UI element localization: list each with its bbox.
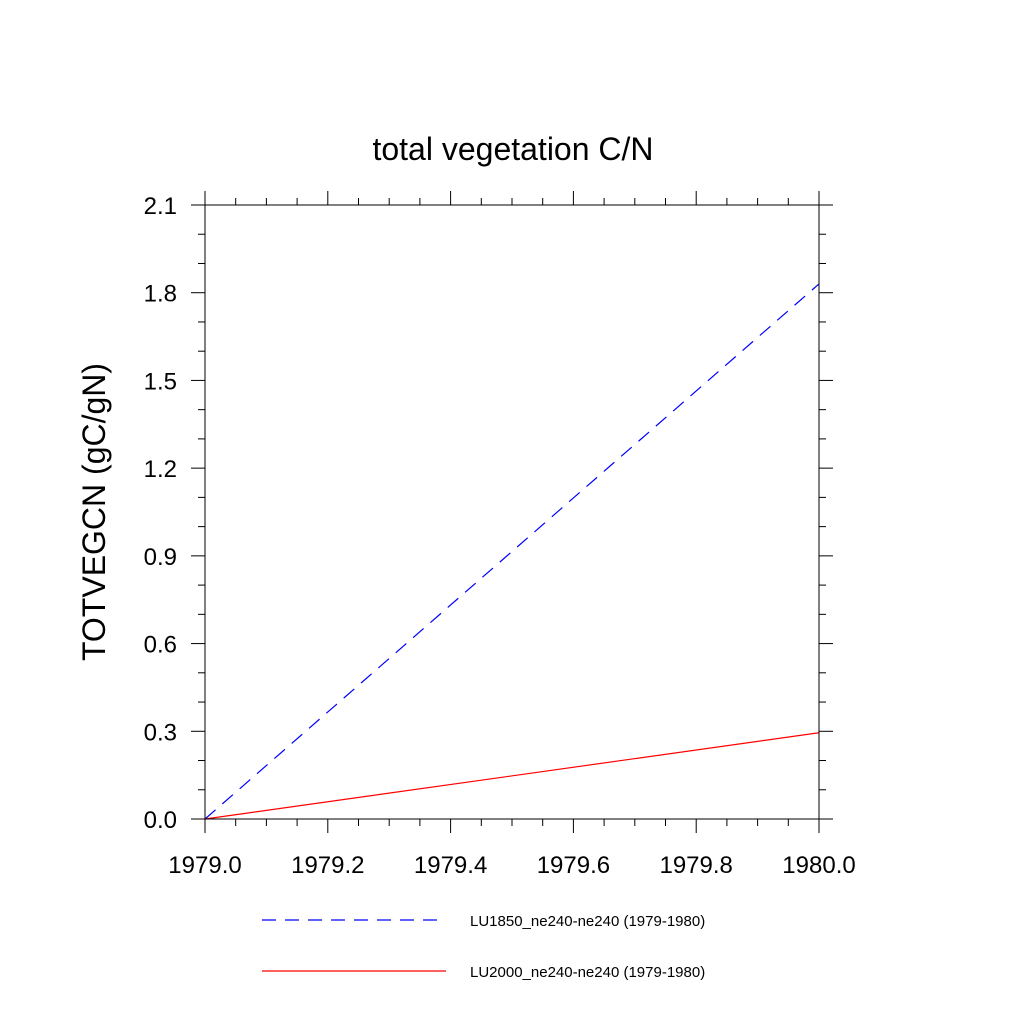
legend-label-1: LU1850_ne240-ne240 (1979-1980) (470, 913, 705, 930)
series-line-1 (204, 283, 820, 820)
plot-frame (204, 204, 820, 820)
y-tick-label: 2.1 (144, 193, 177, 220)
y-tick-label: 0.3 (144, 719, 177, 746)
y-tick-label: 0.0 (144, 807, 177, 834)
legend: LU1850_ne240-ne240 (1979-1980) LU2000_ne2… (262, 913, 705, 981)
x-tick-label: 1979.0 (168, 852, 241, 879)
x-tick-label: 1979.2 (291, 852, 364, 879)
y-tick-label: 1.8 (144, 281, 177, 308)
data-series (204, 283, 820, 820)
x-tick-label: 1979.4 (414, 852, 487, 879)
y-tick-label: 0.9 (144, 544, 177, 571)
axis-ticks: 1979.0 1979.2 1979.4 1979.6 1979.8 1980.0 0.0 0… (144, 191, 856, 879)
y-tick-label: 1.5 (144, 368, 177, 395)
x-tick-label: 1979.8 (659, 852, 732, 879)
y-axis-label: TOTVEGCN (gC/gN) (76, 363, 112, 661)
y-tick-label: 0.6 (144, 632, 177, 659)
x-tick-label: 1979.6 (537, 852, 610, 879)
legend-label-2: LU2000_ne240-ne240 (1979-1980) (470, 964, 705, 981)
series-line-2 (204, 732, 820, 820)
chart-title: total vegetation C/N (372, 131, 653, 167)
x-tick-label: 1980.0 (782, 852, 855, 879)
y-tick-label: 1.2 (144, 456, 177, 483)
